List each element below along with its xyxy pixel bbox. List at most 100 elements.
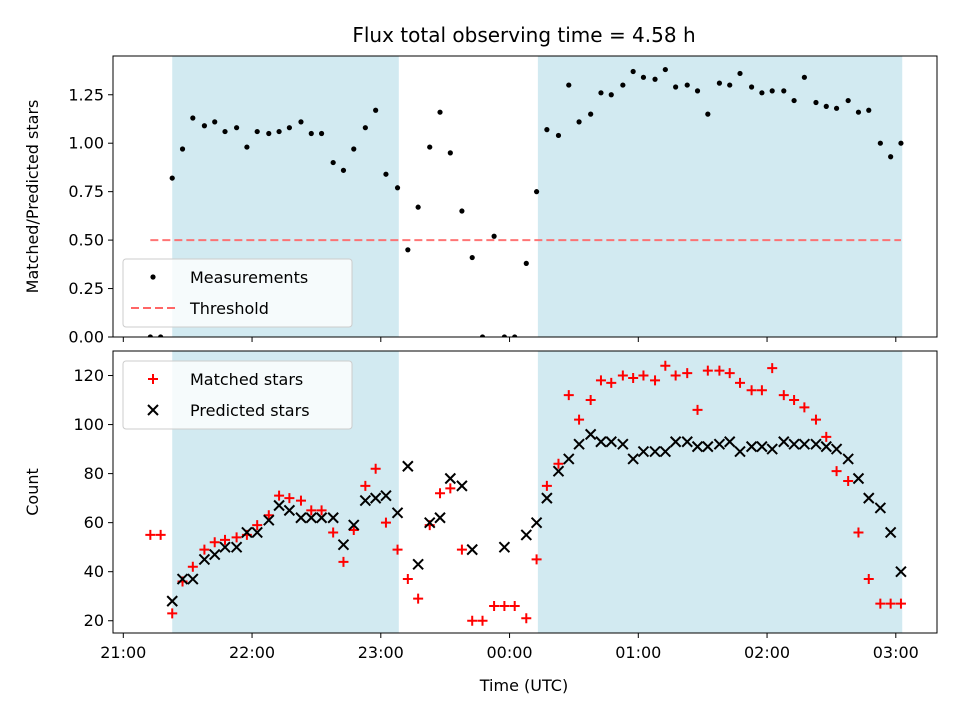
matched-star-point xyxy=(167,608,178,619)
x-tick-label: 00:00 xyxy=(486,643,532,662)
measurement-point xyxy=(640,74,647,80)
predicted-star-point xyxy=(541,492,553,504)
measurement-point xyxy=(427,144,433,150)
measurement-point xyxy=(330,159,336,166)
predicted-star-point xyxy=(187,573,199,585)
x-tick-label: 22:00 xyxy=(229,643,275,662)
predicted-star-point xyxy=(230,541,243,553)
matched-star-point xyxy=(831,466,842,477)
matched-star-point xyxy=(617,370,628,381)
predicted-star-point xyxy=(466,543,478,556)
measurement-point xyxy=(716,80,723,86)
measurement-point xyxy=(234,125,240,131)
predicted-star-point xyxy=(369,492,382,504)
y-tick-label: 60 xyxy=(84,513,104,532)
legend-box xyxy=(122,258,353,328)
x-tick-label: 01:00 xyxy=(615,643,661,662)
measurement-point xyxy=(737,70,743,77)
matched-star-point xyxy=(187,561,198,572)
predicted-star-point xyxy=(863,492,875,504)
predicted-star-point xyxy=(251,526,263,539)
matched-star-point xyxy=(853,527,864,538)
measurement-point xyxy=(813,99,819,106)
matched-star-point xyxy=(714,365,725,376)
x-axis-label: Time (UTC) xyxy=(479,676,568,695)
measurement-point xyxy=(749,84,755,90)
ratio-panel: 0.00 0.25 0.50 0.75 1.00 1.25 Matched/Predicte… xyxy=(23,55,938,347)
x-tick-label: 02:00 xyxy=(744,643,790,662)
measurement-point xyxy=(405,247,411,253)
measurement-point xyxy=(533,189,540,195)
measurement-point xyxy=(855,109,862,115)
predicted-star-point xyxy=(573,438,585,450)
matched-star-point xyxy=(767,363,778,374)
measurement-point xyxy=(298,119,304,125)
matched-star-point xyxy=(843,475,854,486)
measurement-point xyxy=(705,111,711,117)
predicted-star-point xyxy=(263,514,275,526)
predicted-star-point xyxy=(498,541,511,553)
predicted-star-point xyxy=(724,436,736,448)
y-tick-label: 100 xyxy=(73,415,104,434)
measurement-point xyxy=(244,144,250,150)
predicted-star-point xyxy=(884,526,897,539)
predicted-star-point xyxy=(359,494,372,507)
predicted-star-point xyxy=(380,489,392,502)
y-tick-label: 1.00 xyxy=(68,134,104,153)
axes-frame xyxy=(112,55,938,338)
matched-star-point xyxy=(863,574,874,585)
matched-star-point xyxy=(606,377,617,388)
matched-star-point xyxy=(392,544,403,555)
y-tick-label: 80 xyxy=(84,464,104,483)
matched-star-point xyxy=(370,463,381,474)
measurement-point xyxy=(727,82,733,88)
matched-star-point xyxy=(509,601,520,612)
measurement-point xyxy=(351,146,357,152)
matched-star-point xyxy=(799,402,810,413)
matched-star-point xyxy=(563,390,574,401)
measurement-point xyxy=(459,208,465,214)
matched-star-point xyxy=(263,510,274,521)
matched-star-point xyxy=(348,525,359,536)
measurement-point xyxy=(620,82,626,88)
measurement-point xyxy=(630,68,636,75)
measurement-point xyxy=(318,130,325,137)
predicted-star-point xyxy=(198,553,211,566)
y-axis-label: Matched/Predicted stars xyxy=(23,100,42,294)
measurement-point xyxy=(555,132,562,139)
measurement-point xyxy=(801,74,807,80)
predicted-star-point xyxy=(637,445,650,458)
measurement-point xyxy=(898,140,904,146)
measurement-point xyxy=(608,92,614,98)
predicted-star-point xyxy=(241,526,253,539)
measurement-point xyxy=(823,103,829,109)
matched-star-point xyxy=(413,593,424,604)
matched-star-point xyxy=(477,615,488,626)
predicted-star-point xyxy=(788,438,800,450)
predicted-star-point xyxy=(434,512,446,524)
matched-star-point xyxy=(638,370,649,381)
matched-star-point xyxy=(231,532,242,543)
matched-star-point xyxy=(284,493,295,504)
predicted-star-point xyxy=(402,460,414,472)
predicted-star-point xyxy=(444,472,457,485)
matched-star-point xyxy=(360,480,371,491)
predicted-star-point xyxy=(219,541,231,553)
legend-label: Matched stars xyxy=(190,370,303,389)
measurement-point xyxy=(158,334,164,337)
x-tick-label: 23:00 xyxy=(358,643,404,662)
predicted-star-point xyxy=(456,480,468,492)
predicted-star-point xyxy=(659,445,672,458)
predicted-star-point xyxy=(595,436,607,448)
measurement-point xyxy=(598,90,604,96)
matched-star-point xyxy=(746,385,757,396)
measurement-point xyxy=(888,154,894,160)
legend-marker-plus xyxy=(148,374,158,384)
x-tick-label: 03:00 xyxy=(873,643,919,662)
measurement-point xyxy=(694,88,701,94)
matched-star-point xyxy=(338,556,349,567)
measurement-point xyxy=(276,128,282,135)
matched-star-point xyxy=(595,375,606,386)
predicted-star-point xyxy=(295,512,307,524)
matched-star-point xyxy=(220,534,231,545)
